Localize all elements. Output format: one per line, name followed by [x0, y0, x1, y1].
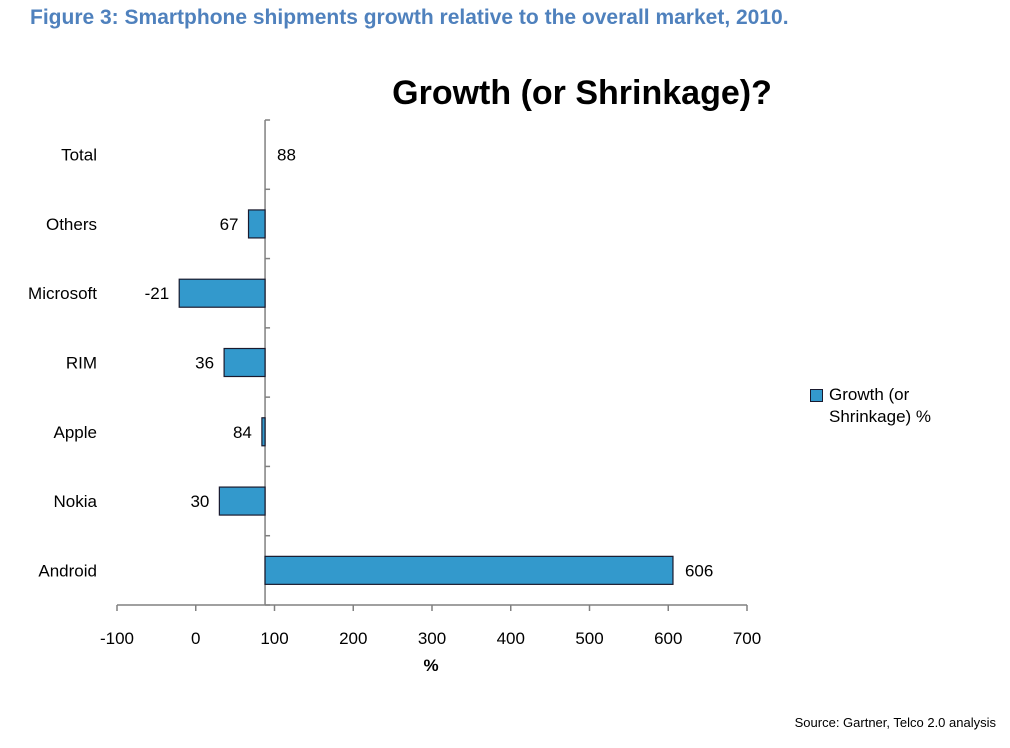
- x-tick-label: 700: [733, 629, 761, 648]
- x-tick-label: 0: [191, 629, 200, 648]
- x-tick-label: 500: [575, 629, 603, 648]
- bar: [247, 209, 266, 239]
- x-tick-label: 300: [418, 629, 446, 648]
- category-label: RIM: [66, 354, 97, 373]
- source-note: Source: Gartner, Telco 2.0 analysis: [794, 715, 996, 730]
- legend-label: Growth (or Shrinkage) %: [829, 385, 932, 426]
- bar: [223, 347, 266, 378]
- data-label: 84: [233, 423, 252, 442]
- x-tick-label: 400: [497, 629, 525, 648]
- category-label: Total: [61, 146, 97, 165]
- data-label: 606: [685, 561, 713, 580]
- bar: [178, 278, 266, 308]
- x-tick-label: 100: [260, 629, 288, 648]
- labels: -100 0 100 200 300 400 500 600 700 Total 88 Others 6…: [28, 146, 761, 648]
- data-label: 88: [277, 146, 296, 165]
- chart-title: Growth (or Shrinkage)?: [392, 74, 772, 112]
- data-label: -21: [145, 284, 170, 303]
- data-label: 67: [220, 215, 239, 234]
- bar: [261, 417, 266, 447]
- legend: Growth (or Shrinkage) %: [810, 384, 969, 428]
- x-axis-label: %: [423, 656, 438, 675]
- figure-caption: Figure 3: Smartphone shipments growth re…: [30, 6, 789, 29]
- x-tick-label: -100: [100, 629, 134, 648]
- data-label: 30: [190, 492, 209, 511]
- category-label: Apple: [54, 423, 97, 442]
- bar: [218, 486, 266, 516]
- category-label: Nokia: [54, 492, 98, 511]
- x-tick-label: 200: [339, 629, 367, 648]
- category-label: Microsoft: [28, 284, 97, 303]
- bar: [264, 555, 674, 585]
- bars: [178, 209, 674, 585]
- category-label: Others: [46, 215, 97, 234]
- legend-swatch: [810, 389, 823, 402]
- x-tick-label: 600: [654, 629, 682, 648]
- data-label: 36: [195, 354, 214, 373]
- category-label: Android: [38, 561, 97, 580]
